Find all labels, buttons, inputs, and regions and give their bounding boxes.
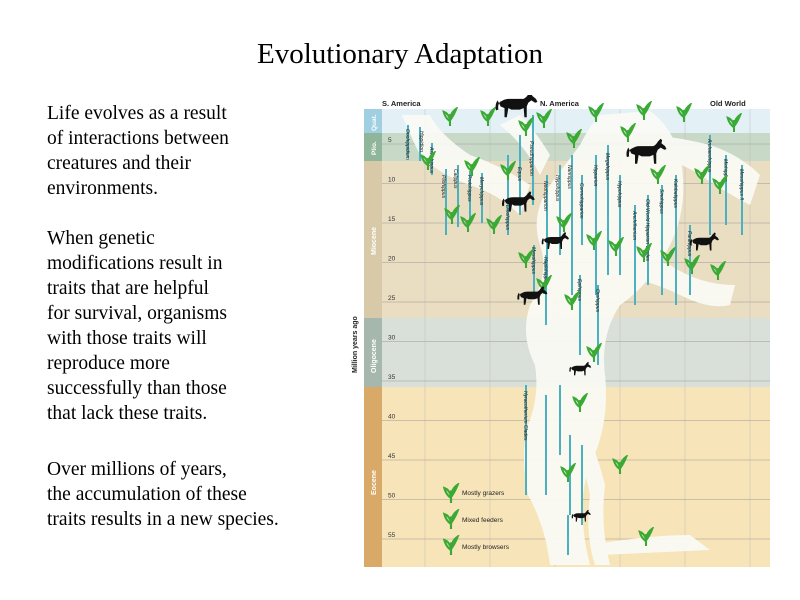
paragraph-2-line: When genetic [47, 228, 155, 249]
epoch-quat [364, 109, 382, 133]
epoch-label-miocene: Miocene [371, 227, 378, 255]
tick-label: 5 [388, 137, 392, 144]
epoch-oligocene [364, 318, 382, 387]
genus-label: Nannippus [566, 165, 572, 189]
genus-label: Haplohippus [542, 257, 548, 285]
genus-label: Epihippus [576, 279, 582, 301]
paragraph-1-line: environments. [47, 178, 159, 199]
tick-label: 30 [388, 335, 396, 342]
tick-label: 25 [388, 295, 396, 302]
paragraph-3-line: the accumulation of these [47, 484, 247, 505]
tick-label: 10 [388, 177, 396, 184]
region-label-s-america: S. America [382, 99, 421, 108]
paragraph-2-line: traits that are helpful [47, 278, 209, 299]
paragraph-2: When genetic modifications result in tra… [47, 226, 347, 426]
axis-label: Million years ago [352, 316, 359, 373]
genus-label: Mesohippus II [738, 169, 744, 201]
paragraph-2-line: modifications result in [47, 253, 223, 274]
tick-label: 40 [388, 414, 396, 421]
paragraph-1-line: of interactions between [47, 128, 229, 149]
paragraph-2-line: with those traits will [47, 328, 207, 349]
region-label-n-america: N. America [540, 99, 580, 108]
epoch-plio [364, 133, 382, 161]
epoch-label-eocene: Eocene [371, 470, 378, 495]
tick-label: 20 [388, 256, 396, 263]
genus-label: Hypohippus [554, 175, 560, 202]
genus-label: Onohippidium [404, 129, 410, 160]
genus-label: Hypohippus [616, 181, 622, 208]
genus-label: Parahippus [686, 231, 692, 257]
genus-label: Hyracotherium Clades [522, 391, 528, 441]
paragraph-2-line: reproduce more [47, 353, 170, 374]
genus-label: Archaeohippus [706, 138, 712, 173]
epoch-label-plio: Plio. [371, 141, 378, 155]
genus-label: Equus [516, 167, 522, 182]
genus-labels: OnohippidiumHippidionAstrohippusPliohipp… [404, 129, 744, 441]
genus-label: Megahippus [604, 153, 610, 181]
genus-label: Orohippus [594, 289, 600, 313]
paragraph-1: Life evolves as a result of interactions… [47, 101, 347, 201]
genus-label: Old World Hipparion Clades [644, 199, 650, 261]
genus-label: Neohipparion [542, 181, 548, 211]
paragraph-2-line: that lack these traits. [47, 403, 208, 424]
genus-label: Hippidion [418, 131, 424, 152]
legend-label-mixed: Mixed feeders [462, 517, 504, 524]
horse-evolution-diagram: S. America N. America Old World Quat. Pl… [352, 95, 770, 567]
genus-label: Miohippus [722, 159, 728, 182]
paragraph-2-line: for survival, organisms [47, 303, 227, 324]
epoch-eocene [364, 387, 382, 567]
epoch-miocene [364, 161, 382, 318]
paragraph-3: Over millions of years, the accumulation… [47, 457, 347, 532]
paragraph-1-line: Life evolves as a result [47, 103, 227, 124]
genus-label: Mesohippus [530, 247, 536, 274]
genus-label: Sinohippus [658, 189, 664, 214]
legend-label-grazers: Mostly grazers [462, 490, 505, 497]
epoch-label-quat: Quat. [371, 114, 378, 131]
genus-label: Kalobatippus [672, 179, 678, 208]
tick-label: 15 [388, 216, 396, 223]
epoch-column: Quat. Plio. Miocene Oligocene Eocene [364, 109, 382, 567]
genus-label: Calippus [452, 169, 458, 189]
slide-title: Evolutionary Adaptation [257, 38, 543, 70]
genus-label: Protohippus [466, 175, 472, 202]
legend-label-browsers: Mostly browsers [462, 544, 510, 551]
genus-label: Hipparion [592, 165, 598, 187]
genus-label: Cormohipparion [578, 183, 584, 219]
epoch-label-oligocene: Oligocene [371, 339, 378, 373]
paragraph-1-line: creatures and their [47, 153, 192, 174]
tick-label: 55 [388, 532, 396, 539]
tick-label: 50 [388, 493, 396, 500]
genus-label: Anchitherium [631, 210, 637, 240]
paragraph-3-line: Over millions of years, [47, 459, 227, 480]
genus-label: Merychippus [478, 177, 484, 206]
paragraph-2-line: successfully than those [47, 378, 227, 399]
tick-label: 45 [388, 453, 396, 460]
genus-label: Dinohippus [504, 205, 510, 231]
tick-label: 35 [388, 374, 396, 381]
paragraph-3-line: traits results in a new species. [47, 509, 279, 530]
legend: Mostly grazers Mixed feeders Mostly brow… [443, 483, 510, 555]
region-label-old-world: Old World [710, 99, 746, 108]
genus-label: Pliohippus [440, 175, 446, 199]
genus-label: Pseudhipparion [528, 141, 534, 176]
